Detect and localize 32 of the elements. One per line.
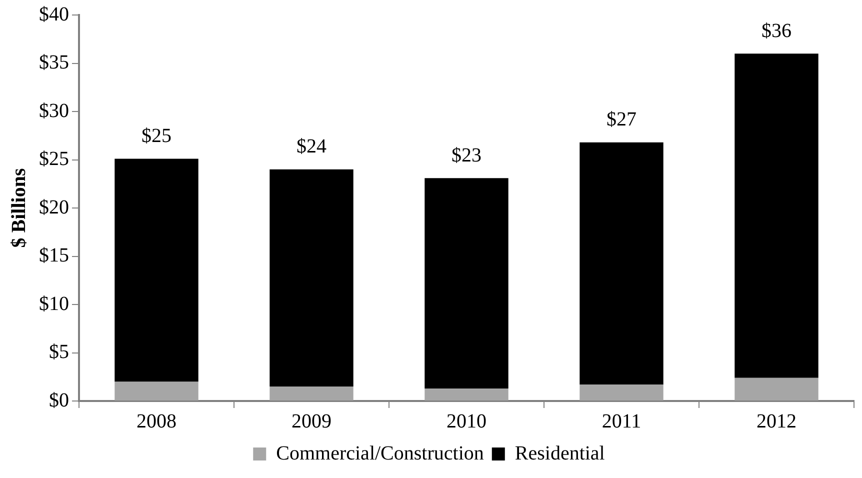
- bar: [270, 169, 354, 387]
- total-label: $24: [296, 136, 326, 158]
- total-label: $25: [142, 125, 172, 148]
- y-tick-label: $20: [39, 196, 69, 218]
- bar: [580, 142, 664, 385]
- bar: [114, 158, 198, 382]
- bar: [114, 382, 198, 400]
- y-tick-label: $40: [39, 3, 69, 26]
- bar: [580, 384, 664, 400]
- y-tick-label: $25: [39, 148, 69, 170]
- y-tick-label: $35: [39, 52, 69, 74]
- y-tick-label: $15: [39, 244, 69, 266]
- total-label: $23: [452, 144, 482, 166]
- x-tick-label: 2010: [446, 410, 486, 432]
- bar: [734, 378, 818, 400]
- x-tick-label: 2008: [136, 410, 176, 432]
- bar: [424, 388, 508, 400]
- y-tick-label: $0: [49, 389, 69, 412]
- legend-label: Commercial/Construction: [276, 442, 484, 464]
- x-tick-label: 2012: [756, 410, 796, 432]
- x-tick-label: 2011: [602, 410, 642, 432]
- y-tick-label: $30: [39, 100, 69, 122]
- bar: [424, 178, 508, 388]
- y-tick-label: $5: [49, 341, 69, 363]
- x-tick-label: 2009: [292, 410, 332, 432]
- y-axis-title: $ Billions: [8, 168, 30, 248]
- total-label: $27: [606, 108, 636, 131]
- bar: [734, 54, 818, 378]
- legend-label: Residential: [514, 442, 606, 464]
- bar: [270, 386, 354, 400]
- y-tick-label: $10: [39, 292, 69, 315]
- total-label: $36: [762, 20, 792, 42]
